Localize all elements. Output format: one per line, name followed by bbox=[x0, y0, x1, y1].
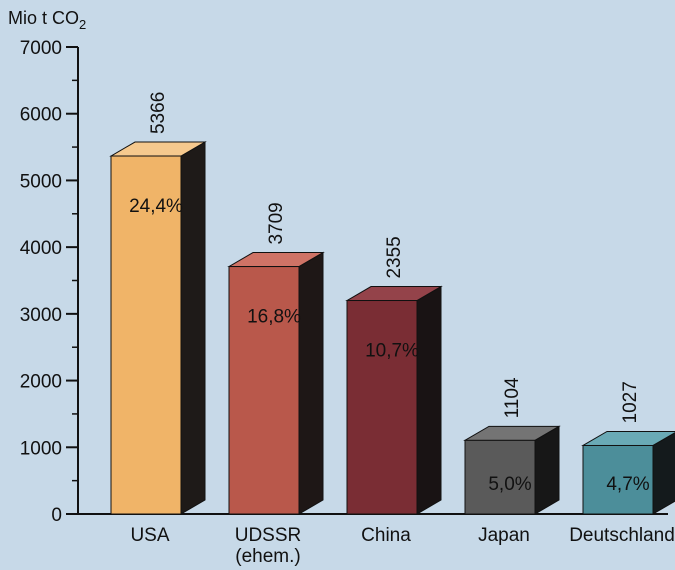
bar bbox=[228, 266, 300, 515]
y-axis-unit-subscript: 2 bbox=[79, 17, 86, 32]
bar-side-face bbox=[180, 141, 206, 515]
bar-value-label: 5366 bbox=[148, 92, 169, 134]
category-label: Deutschland bbox=[569, 525, 675, 546]
y-tick-label: 2000 bbox=[20, 372, 62, 393]
bar-value-label: 2355 bbox=[384, 236, 405, 278]
bar-side-face bbox=[298, 251, 324, 515]
y-axis: 0 1000 2000 3000 4000 5000 6000 7000 bbox=[20, 38, 668, 526]
bar bbox=[582, 444, 654, 515]
bar-side-face bbox=[416, 285, 442, 515]
y-axis-unit-main: Mio t CO bbox=[8, 8, 79, 28]
bar bbox=[346, 300, 418, 515]
bar-percent-label: 5,0% bbox=[488, 474, 531, 495]
y-tick-label: 5000 bbox=[20, 171, 62, 192]
category-label: USA bbox=[130, 525, 169, 546]
bar bbox=[464, 439, 536, 515]
category-label-line2: (ehem.) bbox=[235, 546, 300, 567]
bars: 24,4% 5366 16,8% 3709 10,7% 2355 5,0% 1104 4,7% 1… bbox=[109, 92, 675, 515]
bar-percent-label: 24,4% bbox=[129, 196, 183, 217]
y-tick-label: 1000 bbox=[20, 438, 62, 459]
category-label: UDSSR bbox=[235, 525, 302, 546]
y-tick-label: 0 bbox=[51, 505, 62, 526]
bar-value-label: 1027 bbox=[620, 381, 641, 423]
bar-side-face bbox=[534, 425, 560, 515]
y-tick-label: 7000 bbox=[20, 38, 62, 59]
category-labels: USA UDSSR(ehem.) China Japan Deutschland bbox=[130, 525, 674, 567]
bar-percent-label: 10,7% bbox=[365, 341, 419, 362]
category-label: China bbox=[361, 525, 411, 546]
bar-value-label: 1104 bbox=[502, 377, 523, 418]
y-tick-label: 4000 bbox=[20, 238, 62, 259]
bar-value-label: 3709 bbox=[266, 202, 287, 244]
y-axis-unit-label: Mio t CO2 bbox=[8, 8, 86, 32]
bar-percent-label: 16,8% bbox=[247, 307, 301, 328]
y-tick-label: 3000 bbox=[20, 305, 62, 326]
bar bbox=[110, 155, 182, 515]
bar-percent-label: 4,7% bbox=[606, 474, 649, 495]
y-tick-label: 6000 bbox=[20, 105, 62, 126]
category-label: Japan bbox=[478, 525, 530, 546]
